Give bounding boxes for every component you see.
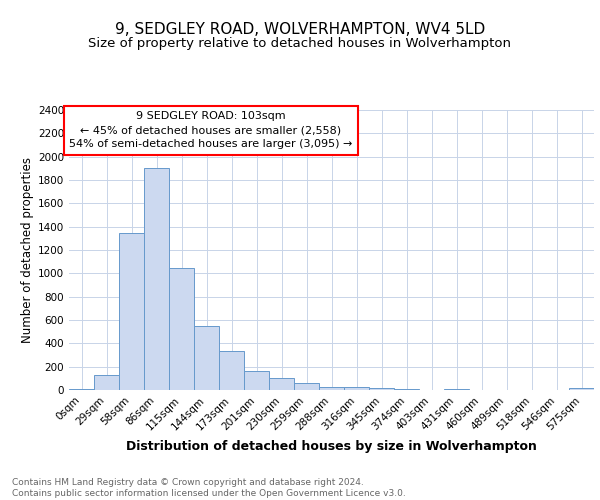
Text: Size of property relative to detached houses in Wolverhampton: Size of property relative to detached ho…	[89, 38, 511, 51]
Bar	[194, 326, 219, 390]
Y-axis label: Number of detached properties: Number of detached properties	[21, 157, 34, 343]
Bar	[294, 383, 319, 390]
X-axis label: Distribution of detached houses by size in Wolverhampton: Distribution of detached houses by size …	[126, 440, 537, 453]
Text: 9, SEDGLEY ROAD, WOLVERHAMPTON, WV4 5LD: 9, SEDGLEY ROAD, WOLVERHAMPTON, WV4 5LD	[115, 22, 485, 38]
Bar	[94, 375, 119, 390]
Bar	[69, 389, 94, 390]
Text: 9 SEDGLEY ROAD: 103sqm
← 45% of detached houses are smaller (2,558)
54% of semi-: 9 SEDGLEY ROAD: 103sqm ← 45% of detached…	[69, 112, 352, 150]
Text: Contains HM Land Registry data © Crown copyright and database right 2024.
Contai: Contains HM Land Registry data © Crown c…	[12, 478, 406, 498]
Bar	[144, 168, 169, 390]
Bar	[319, 386, 344, 390]
Bar	[219, 351, 244, 390]
Bar	[244, 371, 269, 390]
Bar	[344, 387, 369, 390]
Bar	[569, 388, 594, 390]
Bar	[169, 268, 194, 390]
Bar	[369, 388, 394, 390]
Bar	[119, 232, 144, 390]
Bar	[269, 378, 294, 390]
